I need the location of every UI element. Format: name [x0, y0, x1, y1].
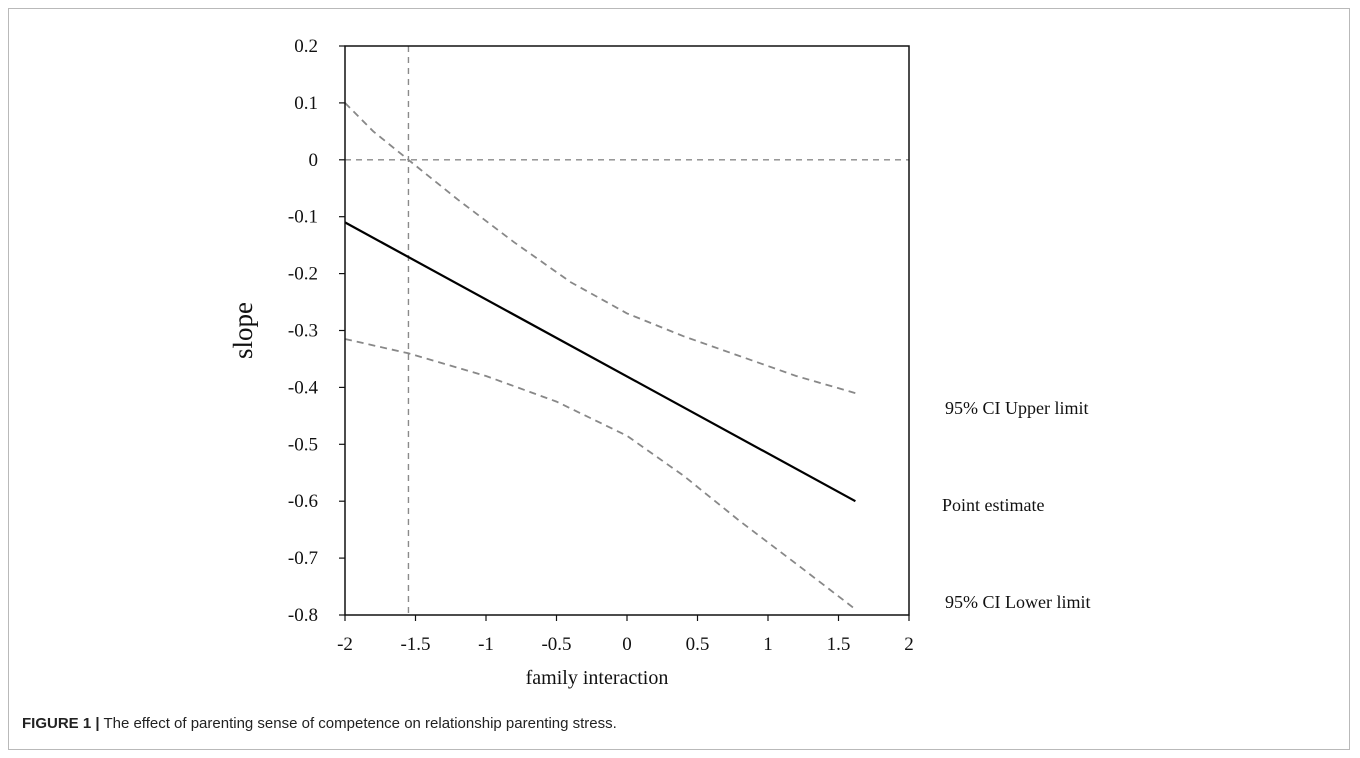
- series-line-95-ci-lower-limit: [344, 338, 856, 611]
- x-tick-label: -1.5: [400, 634, 430, 655]
- y-tick-label: -0.7: [288, 548, 318, 569]
- y-axis-ticks: 0.2 0.1 0 -0.1 -0.2 -0.3 -0.4 -0.5 -0.6 -0.7 -0.8: [288, 36, 345, 626]
- y-tick-label: -0.2: [288, 264, 318, 285]
- x-tick-label: -2: [337, 634, 353, 655]
- figure-frame: [8, 8, 1350, 750]
- series-label-95-ci-lower-limit: 95% CI Lower limit: [945, 592, 1090, 612]
- x-tick-label: 1: [763, 634, 773, 655]
- x-tick-label: 1.5: [827, 634, 851, 655]
- y-tick-label: -0.5: [288, 434, 318, 455]
- series-line-95-ci-upper-limit: [344, 102, 856, 394]
- x-tick-label: 0: [622, 634, 632, 655]
- series-lines: [344, 102, 856, 611]
- x-tick-label: -1: [478, 634, 494, 655]
- series-labels: 95% CI Upper limit Point estimate 95% CI L…: [942, 398, 1090, 612]
- y-tick-label: -0.1: [288, 207, 318, 228]
- plot-area: [344, 45, 910, 616]
- series-line-point-estimate: [344, 221, 856, 503]
- y-tick-label: -0.8: [288, 605, 318, 626]
- y-tick-label: 0.2: [294, 36, 318, 57]
- y-tick-label: -0.3: [288, 321, 318, 342]
- caption-text: The effect of parenting sense of compete…: [99, 715, 617, 732]
- series-label-95-ci-upper-limit: 95% CI Upper limit: [945, 398, 1088, 418]
- figure-caption: FIGURE 1 | The effect of parenting sense…: [22, 715, 1322, 732]
- x-tick-label: 0.5: [686, 634, 710, 655]
- x-axis-label: family interaction: [526, 667, 669, 689]
- reference-lines: [345, 46, 909, 615]
- x-axis-ticks: -2 -1.5 -1 -0.5 0 0.5 1 1.5 2: [337, 615, 914, 655]
- y-tick-label: -0.4: [288, 377, 319, 398]
- series-label-point-estimate: Point estimate: [942, 495, 1045, 515]
- x-tick-label: 2: [904, 634, 914, 655]
- y-tick-label: 0: [309, 150, 319, 171]
- x-tick-label: -0.5: [541, 634, 571, 655]
- figure-number: FIGURE 1 |: [22, 715, 100, 732]
- y-axis-label: slope: [228, 302, 258, 359]
- y-tick-label: -0.6: [288, 491, 318, 512]
- y-tick-label: 0.1: [294, 93, 318, 114]
